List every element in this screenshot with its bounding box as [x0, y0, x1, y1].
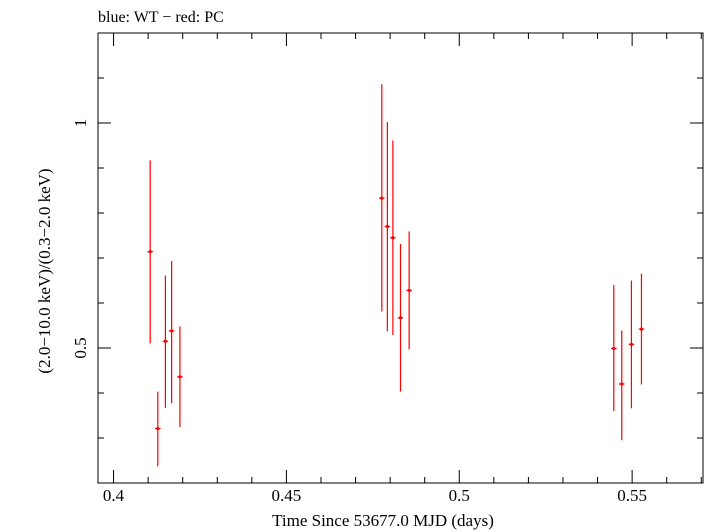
data-point [611, 285, 617, 411]
point-marker [391, 236, 395, 240]
y-tick-label: 1 [71, 119, 90, 128]
point-marker [156, 426, 160, 431]
point-marker [178, 375, 182, 379]
data-point [618, 330, 625, 441]
point-marker [163, 339, 168, 343]
data-point [379, 84, 385, 312]
x-tick-label: 0.5 [449, 486, 470, 505]
data-points [147, 84, 645, 467]
x-axis-label: Time Since 53677.0 MJD (days) [272, 511, 494, 530]
point-marker [612, 346, 616, 351]
y-axis-label: (2.0−10.0 keV)/(0.3−2.0 keV) [35, 168, 54, 373]
y-axis: 0.51 [71, 32, 703, 484]
point-marker [629, 342, 634, 346]
data-point [177, 326, 183, 428]
data-point [397, 244, 404, 392]
x-tick-label: 0.55 [617, 486, 647, 505]
point-marker [398, 316, 403, 320]
data-point [638, 273, 645, 385]
data-point [155, 391, 161, 467]
point-marker [407, 288, 411, 292]
data-point [162, 275, 169, 408]
point-marker [170, 329, 174, 333]
data-point [406, 231, 412, 350]
data-point [147, 160, 153, 344]
point-marker [148, 250, 152, 254]
y-tick-label: 0.5 [71, 337, 90, 358]
data-point [628, 280, 635, 409]
data-point [168, 261, 175, 404]
data-point [384, 122, 391, 332]
point-marker [380, 196, 384, 200]
point-marker [620, 382, 624, 386]
point-marker [639, 327, 644, 331]
data-point [390, 140, 396, 335]
x-tick-label: 0.45 [272, 486, 302, 505]
x-axis: 0.4 0.45 0.5 0.55 [103, 33, 702, 505]
chart-title: blue: WT − red: PC [98, 9, 224, 26]
x-tick-label: 0.4 [103, 486, 125, 505]
point-marker [385, 224, 389, 229]
